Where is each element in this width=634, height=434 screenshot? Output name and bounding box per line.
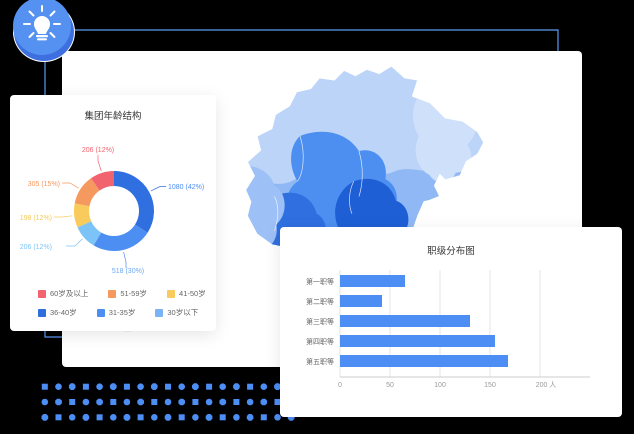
svg-text:50: 50 [386, 382, 394, 389]
svg-text:100: 100 [434, 382, 446, 389]
svg-text:206 (12%): 206 (12%) [82, 147, 114, 154]
svg-text:150: 150 [484, 382, 496, 389]
svg-text:305 (15%): 305 (15%) [28, 181, 60, 188]
svg-text:206 (12%): 206 (12%) [20, 244, 52, 251]
svg-text:第三职等: 第三职等 [306, 317, 334, 326]
svg-text:第一职等: 第一职等 [306, 277, 334, 286]
svg-text:518 (30%): 518 (30%) [112, 268, 144, 275]
svg-text:第五职等: 第五职等 [306, 357, 334, 366]
svg-text:198 (12%): 198 (12%) [20, 215, 52, 222]
svg-text:1080 (42%): 1080 (42%) [168, 184, 204, 191]
svg-text:200 人: 200 人 [536, 381, 557, 389]
svg-text:0: 0 [338, 382, 342, 389]
svg-text:第四职等: 第四职等 [306, 337, 334, 346]
svg-text:第二职等: 第二职等 [306, 297, 334, 306]
